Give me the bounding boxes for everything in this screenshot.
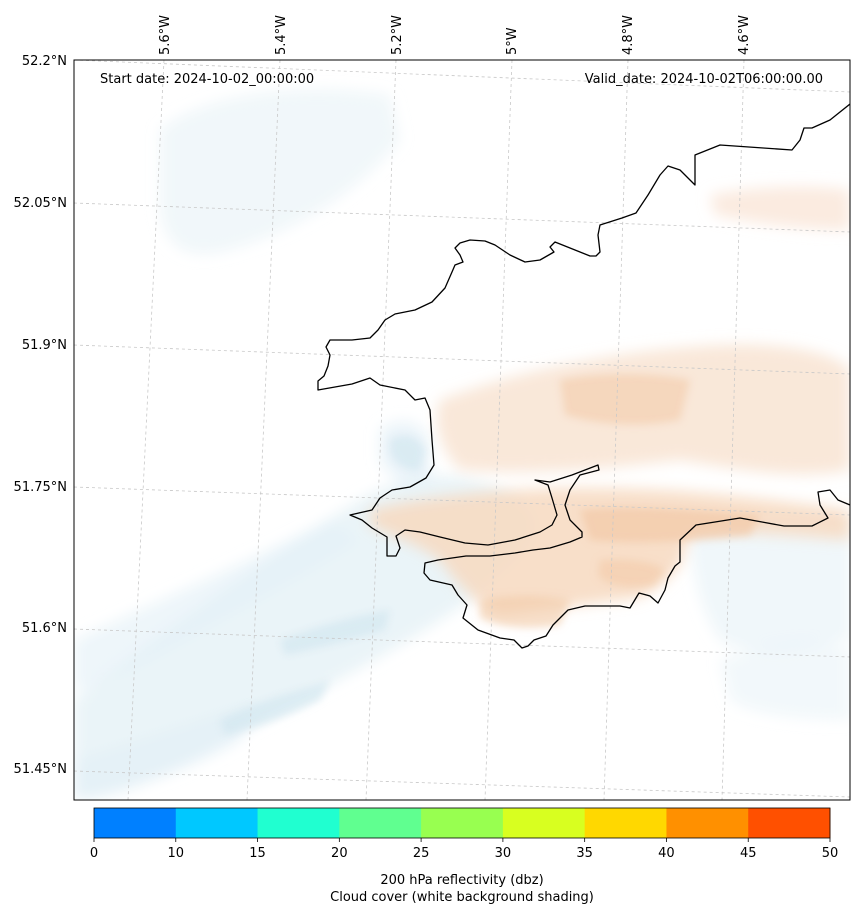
map-area: Start date: 2024-10-02_00:00:00 Valid_da… bbox=[74, 60, 850, 800]
latitude-label: 52.2°N bbox=[22, 54, 67, 69]
longitude-label: 5.6°W bbox=[158, 15, 173, 55]
start-date-label: Start date: 2024-10-02_00:00:00 bbox=[100, 72, 314, 87]
map-frame bbox=[73, 59, 851, 801]
colorbar-tick-label: 35 bbox=[576, 846, 593, 861]
colorbar-swatch bbox=[339, 808, 422, 838]
colorbar-tick-label: 0 bbox=[90, 846, 98, 861]
colorbar-tick-label: 10 bbox=[168, 846, 185, 861]
colorbar-swatch bbox=[257, 808, 340, 838]
colorbar-swatch bbox=[175, 808, 259, 838]
longitude-label: 5.2°W bbox=[390, 15, 405, 55]
colorbar-ticks: 0 10 15 20 25 30 35 40 45 50 bbox=[90, 838, 838, 861]
colorbar-tick-label: 20 bbox=[331, 846, 348, 861]
orange-shading-dense bbox=[480, 374, 760, 628]
longitude-label: 4.8°W bbox=[621, 15, 636, 55]
colorbar-swatch bbox=[666, 808, 749, 838]
colorbar: 0 10 15 20 25 30 35 40 45 50 200 hPa reflectivity… bbox=[90, 807, 838, 905]
colorbar-sublabel: Cloud cover (white background shading) bbox=[330, 890, 594, 905]
colorbar-tick-label: 50 bbox=[822, 846, 839, 861]
colorbar-frame bbox=[93, 807, 831, 839]
latitude-label: 51.6°N bbox=[22, 621, 67, 636]
colorbar-tick-label: 45 bbox=[740, 846, 757, 861]
coastline bbox=[317, 103, 850, 649]
colorbar-tick-label: 30 bbox=[495, 846, 512, 861]
latitude-labels: 52.2°N 52.05°N 51.9°N 51.75°N 51.6°N 51.… bbox=[14, 54, 67, 777]
latitude-label: 51.9°N bbox=[22, 338, 67, 353]
colorbar-swatch bbox=[502, 808, 586, 838]
cloud-cover-dense bbox=[220, 435, 425, 735]
longitude-label: 4.6°W bbox=[737, 15, 752, 55]
colorbar-tick-label: 25 bbox=[413, 846, 430, 861]
colorbar-tick-label: 40 bbox=[658, 846, 675, 861]
colorbar-label: 200 hPa reflectivity (dbz) bbox=[380, 873, 543, 888]
latitude-label: 51.75°N bbox=[14, 480, 67, 495]
longitude-label: 5°W bbox=[505, 27, 520, 55]
longitude-labels: 5.6°W 5.4°W 5.2°W 5°W 4.8°W 4.6°W bbox=[158, 15, 752, 55]
longitude-label: 5.4°W bbox=[274, 15, 289, 55]
colorbar-swatch bbox=[584, 808, 667, 838]
latitude-label: 52.05°N bbox=[14, 196, 67, 211]
colorbar-swatches bbox=[94, 808, 831, 838]
latitude-label: 51.45°N bbox=[14, 762, 67, 777]
colorbar-tick-label: 15 bbox=[249, 846, 266, 861]
colorbar-swatch bbox=[748, 808, 831, 838]
colorbar-swatch bbox=[421, 808, 504, 838]
colorbar-swatch bbox=[94, 808, 177, 838]
valid-date-label: Valid_date: 2024-10-02T06:00:00.00 bbox=[585, 72, 823, 87]
